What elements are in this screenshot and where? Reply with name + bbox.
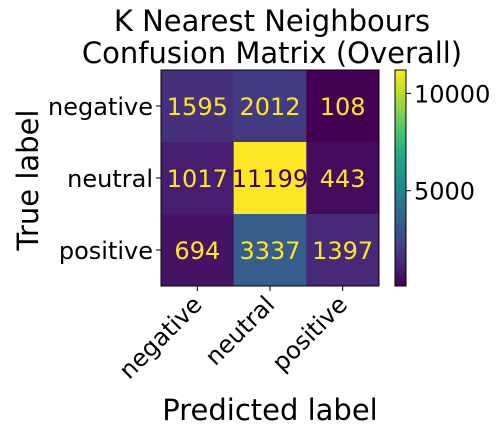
chart-title-line-2: Confusion Matrix (Overall) [82, 36, 462, 70]
cell-value-label: 3337 [239, 237, 300, 265]
chart-title-line-1: K Nearest Neighbours [114, 4, 430, 38]
heatmap-cells: 1595 2012 108 1017 11199 443 694 3337 1397 [161, 70, 380, 287]
heatmap-cell [161, 70, 235, 143]
y-axis-label: True label [11, 110, 45, 252]
x-axis-label: Predicted label [162, 393, 378, 427]
x-tick-label: negative [114, 290, 208, 384]
heatmap-cell [233, 142, 307, 215]
cell-value-label: 443 [320, 165, 366, 193]
cell-value-label: 1017 [167, 165, 228, 193]
heatmap-cell [306, 214, 380, 287]
cell-value-label: 1397 [312, 237, 373, 265]
x-tick-label: positive [267, 290, 353, 376]
colorbar [394, 69, 407, 287]
heatmap-cell [233, 70, 307, 143]
y-tick-label: negative [48, 93, 153, 121]
colorbar-tick-label: 10000 [414, 80, 490, 108]
heatmap-cell [306, 70, 380, 143]
heatmap-cell [161, 214, 235, 287]
cell-value-label: 11199 [232, 165, 308, 193]
cell-value-label: 694 [174, 237, 220, 265]
heatmap-cell [161, 142, 235, 215]
y-axis-ticks: negative neutral positive [48, 93, 161, 265]
y-tick-label: neutral [67, 165, 153, 193]
colorbar-tick-label: 5000 [414, 178, 475, 206]
cell-value-label: 2012 [239, 93, 300, 121]
colorbar-ticks: 5000 10000 [406, 80, 490, 206]
cell-value-label: 1595 [167, 93, 228, 121]
cell-value-label: 108 [320, 93, 366, 121]
heatmap-cell [233, 214, 307, 287]
y-tick-label: positive [59, 237, 153, 265]
heatmap-cell [306, 142, 380, 215]
